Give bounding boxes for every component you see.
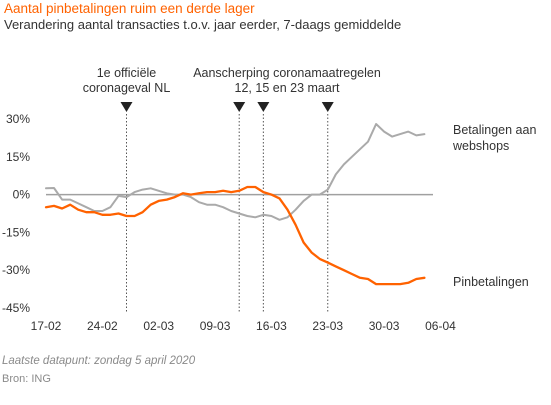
y-tick-label: 15% [6, 150, 30, 164]
source-note: Bron: ING [2, 373, 51, 385]
x-tick-label: 30-03 [369, 319, 400, 333]
series-line [45, 123, 426, 221]
event-annotation-line: coronageval NL [83, 81, 171, 95]
x-tick-label: 24-02 [87, 319, 118, 333]
y-tick-label: -15% [2, 225, 30, 239]
y-tick-label: -30% [2, 263, 30, 277]
x-tick-label: 17-02 [31, 319, 62, 333]
series-label: Betalingen aan [453, 123, 536, 137]
y-tick-label: -45% [2, 301, 30, 315]
x-tick-label: 09-03 [200, 319, 231, 333]
series-line [44, 185, 426, 286]
y-tick-label: 0% [13, 188, 31, 202]
event-marker-triangle [257, 102, 270, 112]
x-tick-label: 02-03 [143, 319, 174, 333]
event-annotation-line: 1e officiële [97, 66, 157, 80]
x-tick-label: 23-03 [312, 319, 343, 333]
series-lines [44, 123, 426, 286]
event-annotation-line: 12, 15 en 23 maart [235, 81, 340, 95]
x-tick-label: 06-04 [425, 319, 456, 333]
chart-title: Aantal pinbetalingen ruim een derde lage… [4, 1, 255, 16]
y-axis-ticks: 30% 15% 0% -15% -30% -45% [2, 112, 30, 315]
series-label: Pinbetalingen [453, 275, 529, 289]
event-marker-triangle [120, 102, 133, 112]
series-label: webshops [452, 139, 509, 153]
series-labels: Betalingen aan webshops Pinbetalingen [452, 123, 536, 289]
x-tick-label: 16-03 [256, 319, 287, 333]
event-marker-triangle [233, 102, 246, 112]
chart-subtitle: Verandering aantal transacties t.o.v. ja… [4, 17, 402, 32]
event-marker-triangle [321, 102, 334, 112]
last-datapoint-note: Laatste datapunt: zondag 5 april 2020 [2, 355, 196, 367]
event-annotation-line: Aanscherping coronamaatregelen [193, 66, 381, 80]
x-axis-ticks: 17-02 24-02 02-03 09-03 16-03 23-03 30-03 06-04 [31, 319, 456, 333]
y-tick-label: 30% [6, 112, 30, 126]
